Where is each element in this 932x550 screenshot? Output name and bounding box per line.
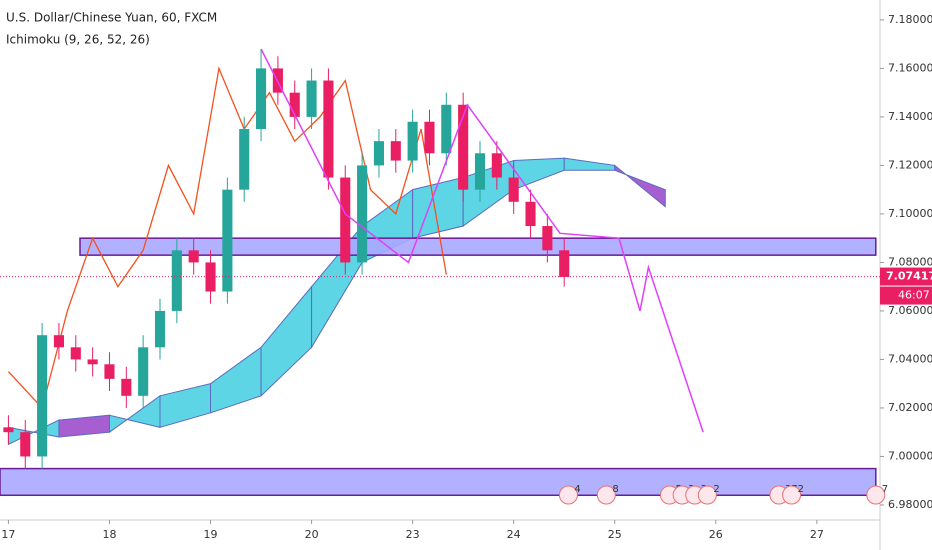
indicator-label: Ichimoku (9, 26, 52, 26) — [6, 33, 150, 47]
candle-body — [154, 310, 166, 348]
candle-body — [239, 129, 250, 190]
event-icon — [697, 485, 717, 505]
candle-body — [542, 226, 553, 251]
candle-body — [323, 80, 334, 178]
x-tick-label: 27 — [810, 528, 824, 541]
candle-body — [340, 177, 351, 263]
zone — [79, 237, 877, 256]
candle-body — [3, 427, 14, 433]
y-tick-label: 6.98000 — [888, 498, 932, 511]
event-icon — [558, 485, 578, 505]
cloud — [614, 164, 666, 208]
candle-body — [87, 359, 98, 365]
candle-body — [53, 335, 64, 348]
x-tick-label: 26 — [709, 528, 723, 541]
event-icon — [782, 485, 802, 505]
plot: 4853223727 — [0, 48, 888, 505]
y-tick-label: 7.14000 — [888, 110, 932, 123]
candle-body — [424, 121, 435, 154]
candle-body — [458, 104, 469, 190]
y-tick-label: 7.02000 — [888, 401, 932, 414]
y-tick-label: 7.18000 — [888, 13, 932, 26]
event-label: 4 — [574, 484, 580, 495]
price-label: 7.07417 — [886, 270, 932, 283]
candle-body — [508, 177, 519, 202]
lagging-span — [7, 66, 447, 410]
event-label: 7 — [882, 484, 888, 495]
y-tick-label: 7.08000 — [888, 255, 932, 268]
price-badge — [880, 267, 932, 286]
event-icon — [596, 485, 616, 505]
candle-body — [441, 104, 452, 154]
y-tick-label: 7.04000 — [888, 352, 932, 365]
chart-title: U.S. Dollar/Chinese Yuan, 60, FXCM — [6, 11, 217, 25]
event-label: 8 — [612, 484, 618, 495]
candle-body — [525, 201, 536, 227]
candle-body — [37, 335, 48, 457]
candle-body — [289, 92, 300, 117]
y-tick-label: 7.10000 — [888, 207, 932, 220]
candle-body — [188, 250, 199, 263]
countdown-badge — [880, 286, 932, 305]
projection-line — [260, 48, 704, 433]
candle-body — [138, 347, 149, 396]
candle-body — [171, 250, 182, 311]
x-tick-label: 25 — [608, 528, 622, 541]
candle-body — [306, 80, 317, 117]
zone — [0, 467, 877, 497]
candle-body — [373, 141, 384, 166]
candle-body — [256, 68, 267, 130]
x-tick-label: 17 — [1, 528, 15, 541]
candle-body — [491, 153, 502, 178]
candle-body — [390, 141, 401, 161]
event-label: 2 — [713, 484, 719, 495]
x-tick-label: 20 — [305, 528, 319, 541]
event-icon — [866, 485, 886, 505]
candle-body — [222, 189, 233, 292]
x-tick-label: 23 — [406, 528, 420, 541]
y-tick-label: 7.12000 — [888, 158, 932, 171]
candle-body — [20, 432, 31, 457]
x-tick-label: 24 — [507, 528, 521, 541]
candle-body — [407, 121, 418, 161]
x-tick-label: 19 — [204, 528, 218, 541]
candle-body — [104, 364, 115, 379]
x-tick-label: 18 — [102, 528, 116, 541]
event-label: 2 — [798, 484, 804, 495]
y-tick-label: 7.00000 — [888, 449, 932, 462]
candle-body — [357, 165, 368, 263]
countdown-label: 46:07 — [898, 289, 930, 302]
y-tick-label: 7.06000 — [888, 304, 932, 317]
y-tick-label: 7.16000 — [888, 61, 932, 74]
candle-body — [70, 347, 81, 360]
candle-body — [121, 378, 132, 396]
candle-body — [474, 153, 486, 190]
candle-body — [559, 250, 570, 277]
